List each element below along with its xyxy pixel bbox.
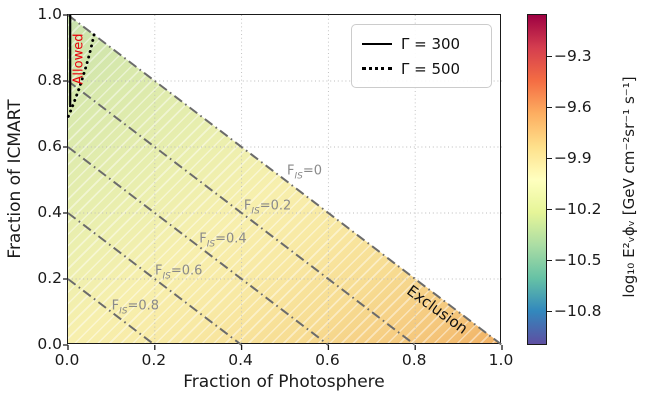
solid-line-sample [362, 42, 392, 45]
fis-0.6-line [67, 212, 243, 346]
y-tick-0.4: 0.4 [37, 203, 62, 221]
fis-0.4-label: FIS=0.4 [199, 231, 247, 250]
x-axis-label: Fraction of Photosphere [183, 372, 385, 392]
dotted-line-sample [362, 67, 392, 70]
x-tick-0.4: 0.4 [228, 351, 253, 369]
fis-0.6-label: FIS=0.6 [154, 263, 203, 282]
colorbar-tick-mark [547, 260, 552, 262]
colorbar-tick--9.9: −9.9 [554, 149, 592, 168]
colorbar-tick-mark [547, 158, 552, 160]
colorbar-tick--10.8: −10.8 [554, 302, 602, 320]
legend: Γ = 300 Γ = 500 [351, 24, 492, 88]
fis-0.2-line [67, 80, 416, 346]
fis-0.4-line [67, 146, 330, 346]
axis-tick-marks [63, 14, 503, 350]
y-axis-label: Fraction of ICMART [5, 99, 25, 259]
colorbar-tick-mark [547, 209, 552, 211]
fis-0.8-line [67, 278, 156, 346]
colorbar-tick--10.2: −10.2 [554, 200, 602, 219]
legend-label-gamma-500: Γ = 500 [401, 59, 461, 78]
legend-item-gamma-300: Γ = 300 [362, 35, 481, 53]
colorbar-tick--10.5: −10.5 [554, 251, 602, 270]
y-tick-0.6: 0.6 [37, 137, 62, 155]
x-tick-0.8: 0.8 [401, 351, 427, 369]
colorbar-label: log₁₀ E²ᵥϕᵥ [GeV cm⁻²sr⁻¹ s⁻¹] [620, 76, 638, 298]
colorbar-gradient [527, 14, 547, 345]
y-tick-0.0: 0.0 [37, 335, 62, 353]
legend-label-gamma-300: Γ = 300 [401, 34, 461, 53]
plot-overlay [63, 14, 503, 350]
x-tick-0.6: 0.6 [315, 351, 340, 369]
fis-0.2-label: FIS=0.2 [243, 198, 292, 217]
fis-0-label: FIS=0 [286, 163, 323, 182]
allowed-annotation: Allowed [71, 33, 87, 85]
y-tick-labels: 0.0 0.2 0.4 0.6 0.8 1.0 [24, 5, 62, 353]
x-tick-1.0: 1.0 [488, 351, 514, 369]
colorbar-tick-mark [547, 107, 552, 109]
y-tick-0.2: 0.2 [37, 269, 62, 287]
colorbar-tick--9.3: −9.3 [554, 47, 592, 66]
x-tick-0.0: 0.0 [54, 351, 80, 369]
fis-0-line [67, 14, 503, 346]
legend-item-gamma-500: Γ = 500 [362, 60, 481, 78]
x-tick-0.2: 0.2 [141, 351, 167, 369]
fis-contour-lines [67, 14, 503, 346]
colorbar-tick-mark [547, 56, 552, 58]
fis-0.8-label: FIS=0.8 [111, 298, 160, 317]
x-tick-labels: 0.0 0.2 0.4 0.6 0.8 1.0 [55, 351, 514, 369]
colorbar-tick-mark [547, 311, 552, 312]
colorbar-tick--9.6: −9.6 [554, 98, 592, 117]
y-tick-0.8: 0.8 [37, 71, 62, 89]
y-tick-1.0: 1.0 [37, 5, 62, 23]
plot-area: FIS=0 FIS=0.2 FIS=0.4 FIS=0.6 FIS=0.8 Al… [63, 14, 503, 350]
